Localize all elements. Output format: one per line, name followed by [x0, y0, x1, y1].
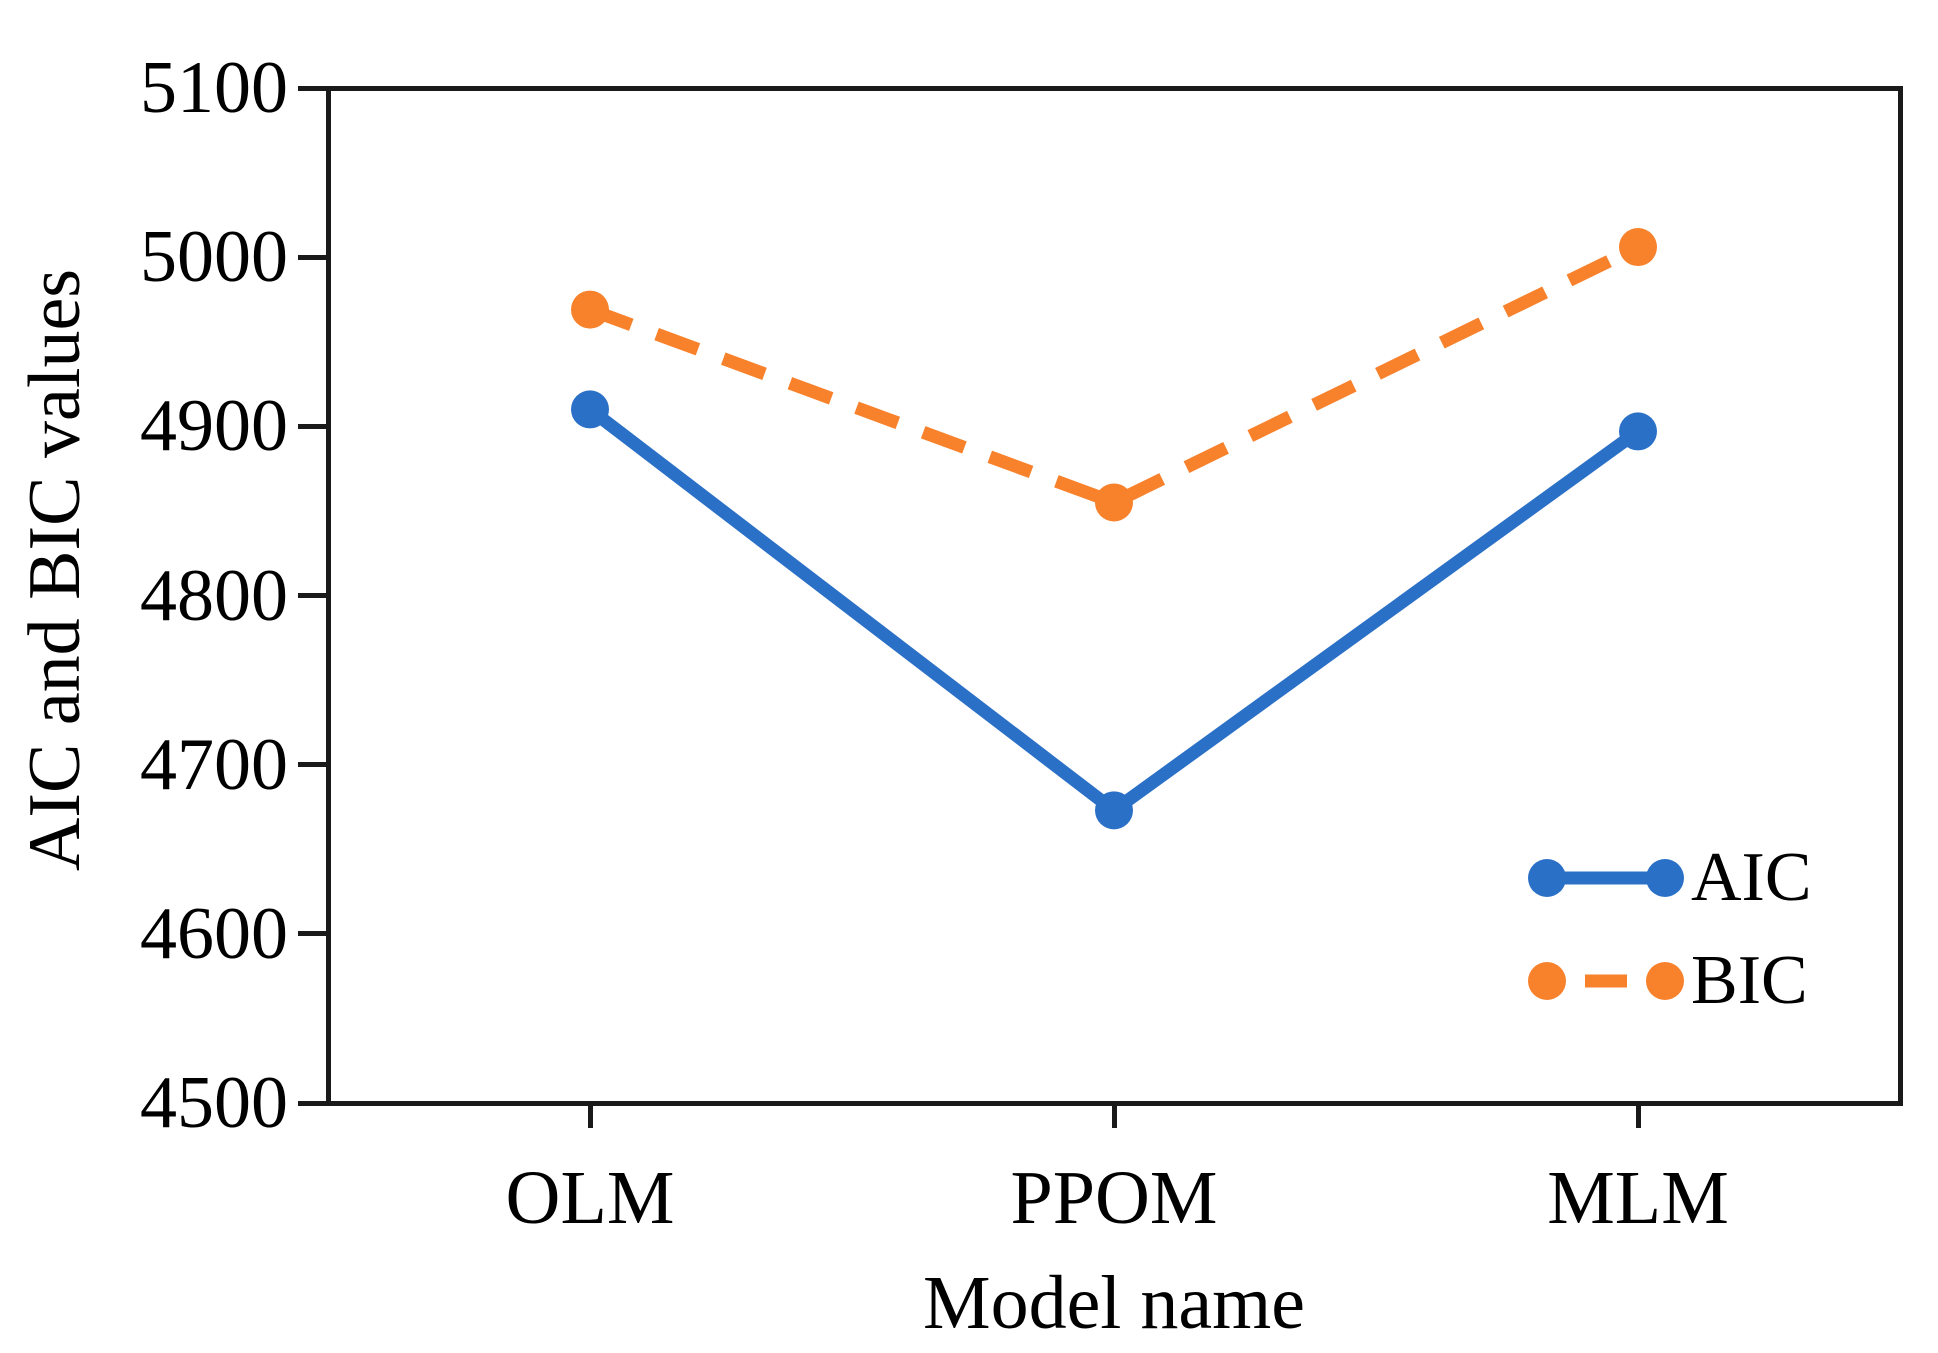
aic-marker — [1095, 791, 1133, 830]
x-axis-title: Model name — [922, 1261, 1306, 1345]
aic-marker — [1619, 412, 1657, 451]
aic-line — [586, 404, 1642, 819]
y-tick-label: 4800 — [140, 554, 288, 637]
bic-legend-marker — [1528, 962, 1566, 1000]
y-tick-mark — [298, 762, 328, 768]
bic-legend-marker — [1646, 962, 1684, 1000]
y-tick-mark — [298, 593, 328, 598]
y-tick-label: 4600 — [140, 892, 288, 975]
bic-marker — [1619, 228, 1657, 267]
legend-item-bic: BIC — [1527, 946, 1808, 1016]
y-tick-label: 4700 — [140, 723, 288, 806]
bic-marker — [571, 290, 609, 329]
bic-marker — [1095, 483, 1133, 522]
x-tick-mark — [587, 1102, 593, 1128]
aic-legend-marker — [1528, 859, 1566, 897]
legend-label-aic: AIC — [1691, 839, 1812, 916]
x-tick-mark — [1111, 1102, 1117, 1128]
y-tick-mark — [298, 1100, 328, 1106]
bic-line — [587, 241, 1641, 510]
y-tick-mark — [298, 254, 328, 260]
x-tick-label: OLM — [505, 1156, 675, 1240]
y-tick-mark — [298, 931, 328, 937]
legend-item-aic: AIC — [1527, 843, 1812, 913]
y-tick-label: 4900 — [140, 385, 288, 468]
x-tick-label: MLM — [1547, 1156, 1729, 1240]
chart-canvas — [571, 228, 1657, 830]
legend-label-bic: BIC — [1691, 942, 1808, 1019]
y-tick-label: 4500 — [140, 1062, 288, 1144]
y-tick-label: 5000 — [140, 216, 288, 299]
y-tick-mark — [298, 423, 328, 429]
y-tick-mark — [298, 85, 328, 91]
x-tick-mark — [1635, 1102, 1641, 1128]
x-tick-label: PPOM — [1010, 1156, 1218, 1240]
aic-legend-marker — [1646, 859, 1684, 897]
aic-legend-sample-line — [1528, 859, 1684, 897]
aic-marker — [571, 390, 609, 429]
bic-legend-sample-line — [1528, 962, 1684, 1000]
y-tick-label: 5100 — [140, 47, 288, 129]
